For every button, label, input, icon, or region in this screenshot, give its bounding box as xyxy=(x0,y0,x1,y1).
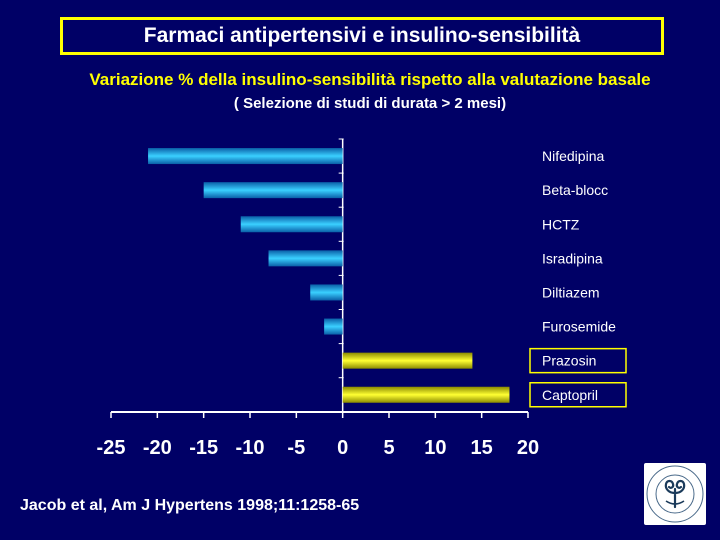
bar-prazosin xyxy=(342,352,473,369)
category-label: Beta-blocc xyxy=(542,182,608,198)
axes xyxy=(110,138,529,418)
bar-isradipina xyxy=(268,250,343,267)
category-label: Nifedipina xyxy=(542,148,604,164)
x-tick-label: 0 xyxy=(337,437,348,459)
chart-subtitle-note: ( Selezione di studi di durata > 2 mesi) xyxy=(233,95,507,112)
category-label: HCTZ xyxy=(542,216,580,232)
x-tick-label: -20 xyxy=(143,437,172,459)
x-tick-label: -25 xyxy=(97,437,126,459)
x-tick-label: -10 xyxy=(236,437,265,459)
bar-captopril xyxy=(342,386,510,403)
x-tick-label: 5 xyxy=(383,437,394,459)
citation: Jacob et al, Am J Hypertens 1998;11:1258… xyxy=(20,497,360,514)
x-tick-label: -5 xyxy=(287,437,305,459)
bar-nifedipina xyxy=(148,148,343,165)
category-label: Diltiazem xyxy=(542,284,600,300)
bar-diltiazem xyxy=(310,284,343,301)
category-label: Prazosin xyxy=(542,353,596,369)
category-label: Isradipina xyxy=(542,250,603,266)
university-seal-logo xyxy=(644,463,706,525)
category-label: Captopril xyxy=(542,387,598,403)
x-tick-label: -15 xyxy=(189,437,218,459)
title-box: Farmaci antipertensivi e insulino-sensib… xyxy=(60,17,664,55)
category-label: Furosemide xyxy=(542,319,616,335)
x-tick-label: 20 xyxy=(517,437,539,459)
bar-hctz xyxy=(240,216,343,233)
x-tick-label: 15 xyxy=(471,437,493,459)
category-labels: Nifedipina Beta-blocc HCTZ Isradipina Diltia… xyxy=(529,148,627,408)
chart-subtitle: Variazione % della insulino-sensibilità … xyxy=(89,70,651,89)
bar-furosemide xyxy=(324,318,343,335)
slide-title: Farmaci antipertensivi e insulino-sensib… xyxy=(143,24,581,47)
highlight-box xyxy=(529,382,627,408)
bar-beta-blocc xyxy=(203,182,343,199)
highlight-box xyxy=(529,347,627,374)
x-tick-label: 10 xyxy=(424,437,446,459)
bars xyxy=(148,148,510,403)
x-tick-labels: -25 -20 -15 -10 -5 0 5 10 15 20 xyxy=(97,437,540,459)
